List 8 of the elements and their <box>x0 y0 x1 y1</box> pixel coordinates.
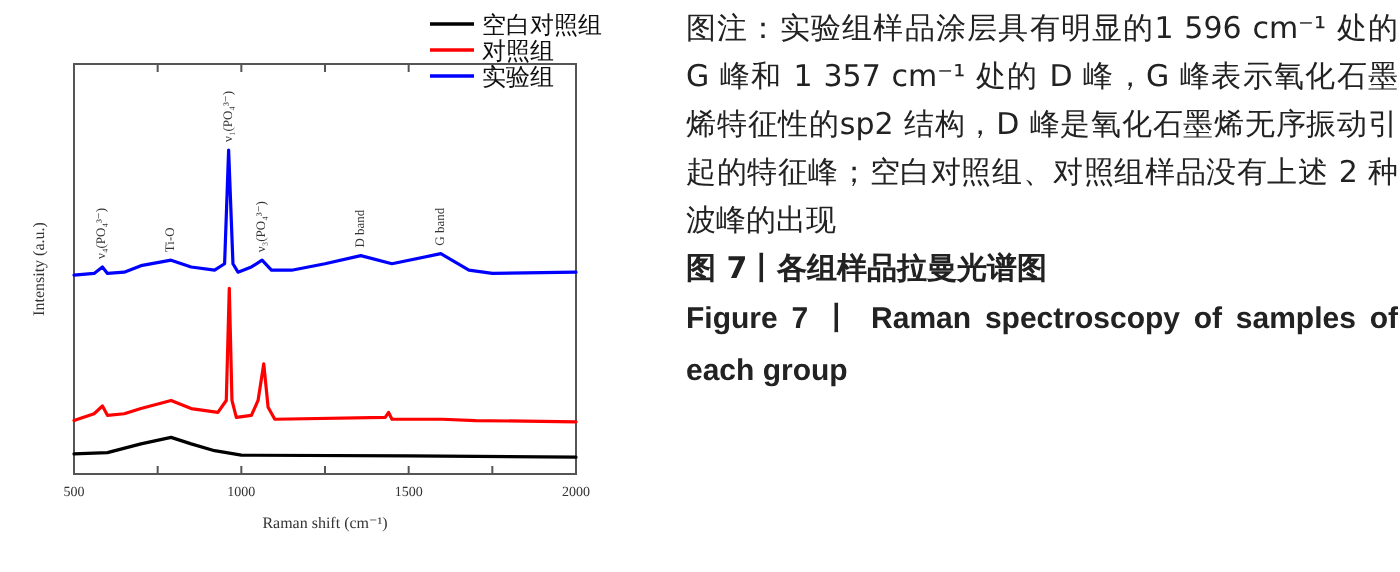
legend-label: 实验组 <box>482 63 554 91</box>
text: Figure 7 丨 Raman spectroscopy of samples of each group <box>686 300 1398 392</box>
y-axis-title: Intensity (a.u.) <box>30 221 48 316</box>
legend-label: 对照组 <box>482 37 554 65</box>
text: 图注：实验组样品涂层具有明显的1 596 cm⁻¹ 处的 G 峰和 1 357 cm⁻¹ 处的 D 峰，G 峰表示氧化石墨烯特征性的sp2 结构，D 峰是氧化石墨烯无序振动引起的特征峰；空白对照组、对照组样品没有上述 2 种波峰的出现 <box>686 8 1398 242</box>
legend-label: 空白对照组 <box>482 11 602 39</box>
text: 图 7丨各组样品拉曼光谱图 <box>686 248 1050 290</box>
x-axis-title: Raman shift (cm⁻¹) <box>262 514 389 532</box>
